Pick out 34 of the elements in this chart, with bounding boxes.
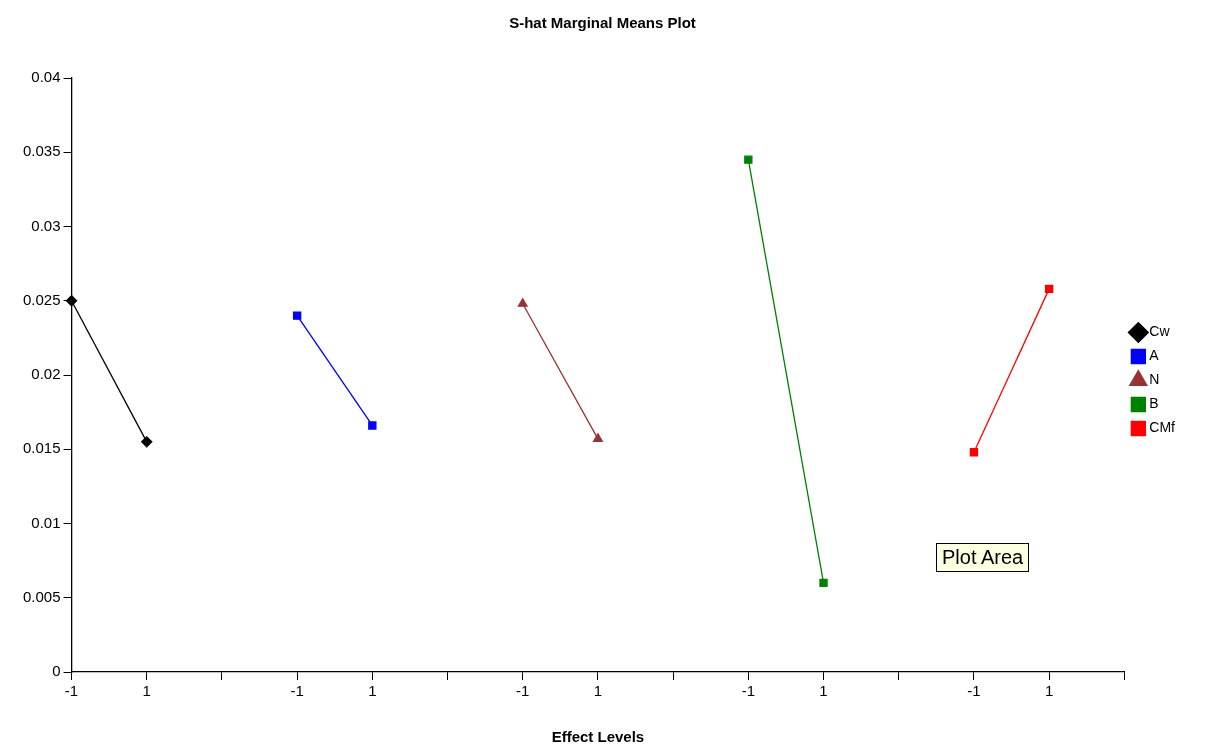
x-tick-label: 1 <box>593 682 603 700</box>
x-tick-label: -1 <box>290 682 304 700</box>
y-tick-label: 0.025 <box>22 290 61 308</box>
point <box>744 155 753 164</box>
point <box>1044 284 1054 294</box>
point <box>141 436 153 448</box>
point <box>969 448 979 457</box>
x-tick-label: -1 <box>64 682 79 700</box>
annotation: Plot Area <box>936 543 1030 572</box>
y-tick-label: 0.005 <box>22 587 61 605</box>
y-tick-label: 0 <box>52 662 61 680</box>
legend-label: N <box>1149 371 1160 388</box>
x-tick-label: 1 <box>368 682 377 700</box>
x-tick-label: -1 <box>516 682 530 700</box>
y-tick-label: 0.01 <box>31 513 61 531</box>
legend-label: A <box>1149 347 1160 364</box>
x-tick-label: 1 <box>819 682 828 700</box>
point <box>819 578 828 588</box>
point <box>368 421 377 430</box>
x-tick-label: 1 <box>142 682 151 700</box>
y-tick-label: 0.015 <box>22 439 61 457</box>
x-axis-title: Effect Levels <box>551 728 645 746</box>
legend-label: Cw <box>1149 323 1171 340</box>
y-tick-label: 0.04 <box>31 68 61 86</box>
y-tick-label: 0.03 <box>31 216 61 234</box>
x-tick-label: 1 <box>1044 682 1054 700</box>
point <box>292 311 302 320</box>
legend-label: B <box>1149 395 1159 412</box>
chart-title: S-hat Marginal Means Plot <box>509 14 696 32</box>
y-tick-label: 0.02 <box>31 365 61 383</box>
x-tick-label: -1 <box>967 682 981 700</box>
x-tick-label: -1 <box>741 682 756 700</box>
y-tick-label: 0.035 <box>22 142 61 160</box>
legend-label: CMf <box>1149 419 1176 436</box>
